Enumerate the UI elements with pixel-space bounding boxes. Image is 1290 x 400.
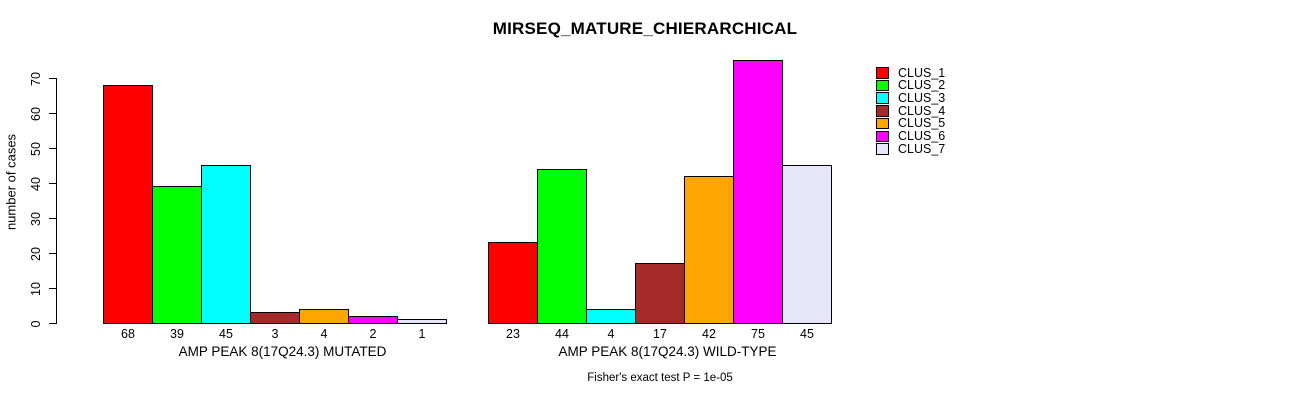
legend-label: CLUS_3 bbox=[898, 90, 946, 105]
y-axis-label: number of cases bbox=[3, 133, 19, 231]
y-axis-tick bbox=[49, 323, 56, 324]
y-axis-tick bbox=[49, 113, 56, 114]
bar-value-label: 23 bbox=[506, 327, 520, 341]
bar-value-label: 4 bbox=[320, 327, 328, 341]
bar-value-label: 4 bbox=[607, 327, 615, 341]
legend-swatch-clus_1 bbox=[876, 67, 889, 79]
bar-clus_2-group2 bbox=[537, 169, 587, 324]
bar-value-label: 45 bbox=[800, 327, 814, 341]
bar-value-label: 75 bbox=[751, 327, 765, 341]
bar-value-label: 45 bbox=[219, 327, 233, 341]
bar-clus_2-group1 bbox=[152, 186, 202, 324]
y-axis-tick bbox=[49, 218, 56, 219]
bar-value-label: 3 bbox=[271, 327, 279, 341]
legend-label: CLUS_1 bbox=[898, 65, 946, 80]
legend-swatch-clus_3 bbox=[876, 92, 889, 104]
legend-item-clus_5: CLUS_5 bbox=[876, 117, 945, 130]
legend-label: CLUS_7 bbox=[898, 141, 946, 156]
bar-clus_1-group1 bbox=[103, 85, 153, 324]
y-tick-label: 60 bbox=[29, 106, 43, 121]
legend-swatch-clus_6 bbox=[876, 130, 889, 143]
legend-item-clus_1: CLUS_1 bbox=[876, 65, 946, 80]
legend-item-clus_3: CLUS_3 bbox=[876, 92, 945, 105]
y-axis-tick bbox=[49, 288, 56, 289]
fisher-test-annotation: Fisher's exact test P = 1e-05 bbox=[587, 372, 733, 384]
legend-swatch-clus_5 bbox=[876, 117, 889, 130]
legend-item-clus_4: CLUS_4 bbox=[876, 103, 946, 118]
y-axis-line bbox=[56, 78, 57, 324]
legend-swatch-clus_4 bbox=[876, 105, 889, 117]
y-axis-tick bbox=[49, 148, 56, 149]
bar-clus_4-group2 bbox=[635, 263, 685, 324]
x-axis-group-label: AMP PEAK 8(17Q24.3) WILD-TYPE bbox=[558, 344, 777, 359]
bar-clus_7-group1 bbox=[397, 319, 447, 324]
legend-item-clus_7: CLUS_7 bbox=[876, 141, 946, 156]
y-axis-tick bbox=[49, 253, 56, 254]
chart-title: MIRSEQ_MATURE_CHIERARCHICAL bbox=[492, 19, 798, 38]
bar-value-label: 2 bbox=[369, 327, 377, 341]
bar-clus_3-group1 bbox=[201, 165, 251, 324]
bar-clus_1-group2 bbox=[488, 242, 538, 324]
bar-value-label: 44 bbox=[555, 327, 569, 341]
legend-label: CLUS_5 bbox=[898, 116, 946, 131]
legend-label: CLUS_6 bbox=[898, 129, 946, 143]
legend-label: CLUS_2 bbox=[898, 78, 946, 93]
legend-label: CLUS_4 bbox=[898, 103, 946, 118]
bar-value-label: 39 bbox=[170, 327, 184, 341]
legend-swatch-clus_2 bbox=[876, 79, 889, 92]
y-tick-label: 0 bbox=[29, 320, 43, 327]
y-tick-label: 30 bbox=[29, 211, 43, 226]
bar-clus_5-group1 bbox=[299, 309, 349, 324]
y-tick-label: 50 bbox=[29, 141, 43, 156]
bar-clus_3-group2 bbox=[586, 309, 636, 324]
y-tick-label: 20 bbox=[29, 246, 43, 261]
y-axis-tick bbox=[49, 78, 56, 79]
y-tick-label: 10 bbox=[29, 281, 43, 296]
bar-value-label: 68 bbox=[121, 327, 135, 341]
bar-clus_4-group1 bbox=[250, 312, 300, 324]
y-tick-label: 40 bbox=[29, 176, 43, 191]
legend-item-clus_2: CLUS_2 bbox=[876, 79, 945, 92]
bar-clus_6-group1 bbox=[348, 316, 398, 324]
bar-clus_7-group2 bbox=[782, 165, 832, 324]
bar-value-label: 17 bbox=[653, 327, 667, 341]
legend-item-clus_6: CLUS_6 bbox=[876, 130, 945, 143]
bar-clus_6-group2 bbox=[733, 60, 783, 324]
y-tick-label: 70 bbox=[29, 71, 43, 86]
bar-clus_5-group2 bbox=[684, 176, 734, 324]
x-axis-group-label: AMP PEAK 8(17Q24.3) MUTATED bbox=[178, 344, 387, 359]
legend-swatch-clus_7 bbox=[876, 143, 889, 155]
bar-value-label: 1 bbox=[418, 327, 426, 341]
y-axis-tick bbox=[49, 183, 56, 184]
bar-value-label: 42 bbox=[702, 327, 716, 341]
